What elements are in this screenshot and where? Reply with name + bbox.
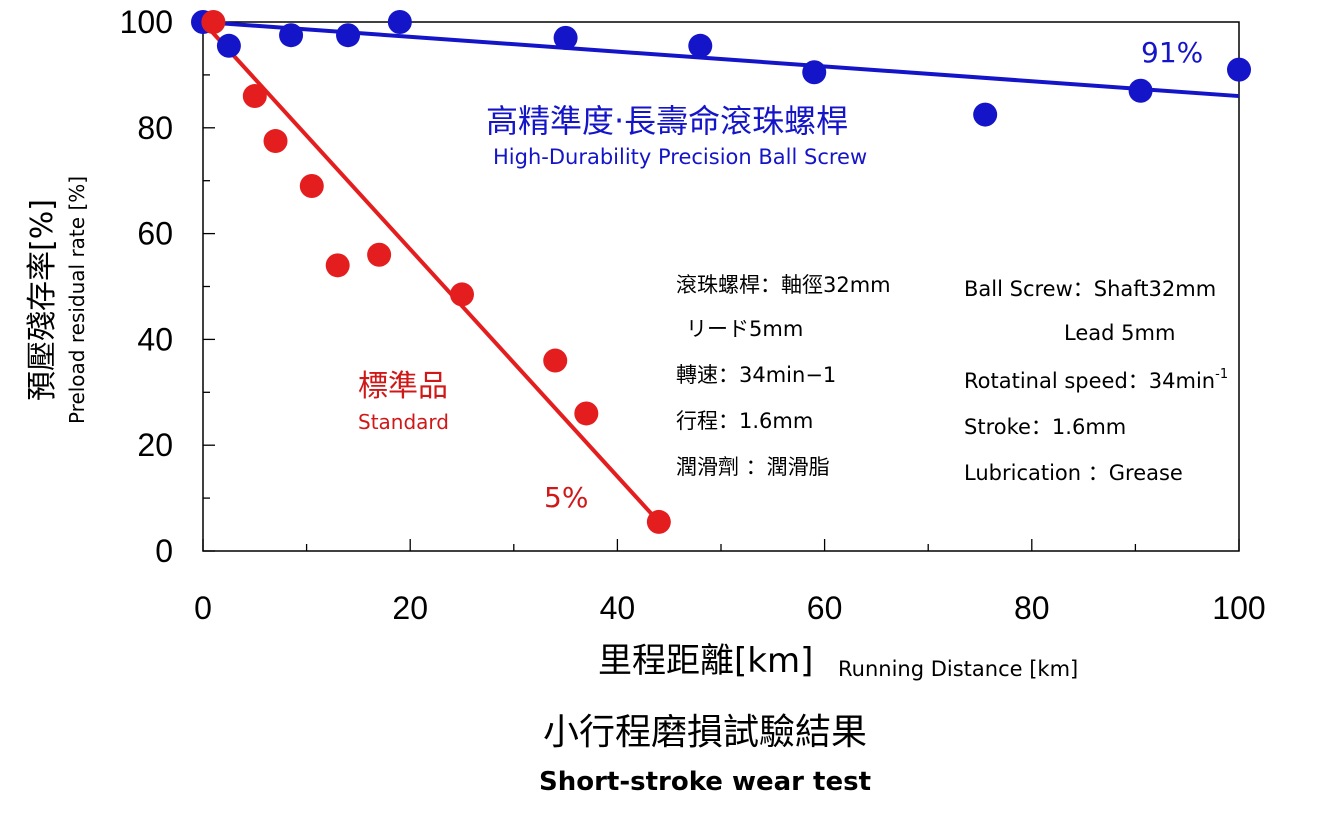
data-point-standard (242, 84, 267, 109)
data-point-standard (450, 282, 474, 307)
data-point-precision (802, 60, 827, 85)
y-tick-label: 40 (137, 321, 173, 357)
data-point-precision (279, 23, 304, 48)
data-point-standard (543, 348, 568, 373)
condition-en-lead: Lead 5mm (1064, 321, 1175, 345)
condition-en-stroke: Stroke：1.6mm (964, 415, 1126, 439)
series-label-standard: 標準品 (358, 369, 448, 404)
data-point-precision (336, 23, 361, 48)
data-point-standard (325, 253, 350, 278)
condition-en-speed-text: Rotatinal speed：34min (964, 369, 1215, 393)
data-point-precision (553, 25, 578, 50)
y-axis-label: 預壓殘存率[%] (25, 199, 60, 401)
conditions-cn: 滾珠螺桿：軸徑32mm リード5mm 轉速：34min−1 行程：1.6mm 潤… (676, 273, 891, 479)
chart-subtitle: Short-stroke wear test (539, 767, 871, 797)
condition-en-ball-screw: Ball Screw：Shaft32mm (964, 277, 1216, 301)
y-axis: 0 20 40 60 80 100 (120, 4, 215, 569)
x-tick-label: 100 (1212, 590, 1265, 626)
x-tick-label: 40 (600, 590, 636, 626)
conditions-en: Ball Screw：Shaft32mm Lead 5mm Rotatinal … (964, 277, 1228, 485)
data-point-standard (263, 129, 288, 154)
condition-cn-lubrication: 潤滑劑 ：潤滑脂 (676, 455, 830, 479)
data-point-standard (646, 509, 671, 534)
x-tick-label: 60 (807, 590, 843, 626)
data-point-precision (973, 102, 998, 127)
y-tick-label: 20 (137, 427, 173, 463)
series-layer (191, 10, 1251, 534)
series-label-precision-en: High-Durability Precision Ball Screw (493, 145, 867, 169)
x-tick-label: 20 (392, 590, 428, 626)
series-label-standard-en: Standard (358, 410, 449, 434)
data-point-standard (201, 10, 226, 34)
x-tick-label: 0 (194, 590, 212, 626)
data-point-precision (688, 33, 713, 58)
data-point-standard (367, 242, 392, 267)
data-point-precision (387, 10, 412, 34)
trend-line-standard (201, 20, 661, 524)
condition-cn-stroke: 行程：1.6mm (676, 409, 813, 433)
condition-en-lubrication: Lubrication ：Grease (964, 461, 1183, 485)
data-point-precision (216, 33, 241, 58)
x-tick-label: 80 (1014, 590, 1050, 626)
y-tick-label: 100 (120, 4, 173, 40)
condition-cn-ball-screw: 滾珠螺桿：軸徑32mm (676, 273, 891, 297)
x-axis-label-en: Running Distance [km] (838, 657, 1078, 681)
x-axis: 0 20 40 60 80 100 (194, 539, 1266, 626)
condition-cn-lead: リード5mm (686, 317, 803, 341)
data-point-precision (1227, 57, 1251, 82)
condition-cn-speed: 轉速：34min−1 (676, 363, 836, 387)
data-point-standard (299, 173, 324, 198)
chart-title: 小行程磨損試驗結果 (543, 712, 867, 753)
end-label-standard: 5% (544, 481, 588, 514)
x-axis-label: 里程距離[km] (598, 641, 813, 681)
data-point-standard (574, 401, 599, 426)
y-tick-label: 80 (137, 110, 173, 146)
y-tick-label: 60 (137, 216, 173, 252)
y-axis-label-en: Preload residual rate [%] (65, 176, 89, 424)
series-label-precision: 高精準度‧長壽命滾珠螺桿 (486, 102, 848, 140)
trend-line-precision (202, 20, 1240, 99)
data-point-precision (1128, 78, 1153, 103)
condition-en-speed: Rotatinal speed：34min-1 (964, 367, 1228, 393)
end-label-precision: 91% (1141, 36, 1203, 69)
condition-en-speed-superscript: -1 (1215, 367, 1228, 382)
y-tick-label: 0 (155, 533, 173, 569)
